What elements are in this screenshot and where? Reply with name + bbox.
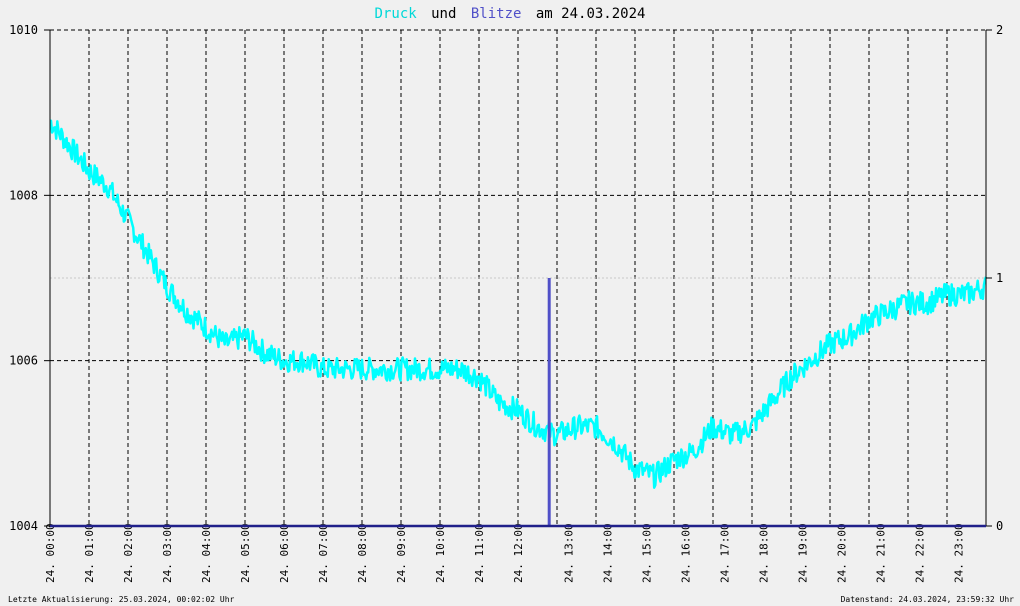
pressure-line <box>49 119 988 489</box>
x-tick-label: 24. 02:00 <box>122 523 135 583</box>
x-tick-label: 24. 06:00 <box>278 523 291 583</box>
x-tick-label: 24. 08:00 <box>356 523 369 583</box>
y-left-tick-label: 1004 <box>9 519 38 533</box>
x-tick-label: 24. 09:00 <box>395 523 408 583</box>
x-tick-label: 24. 19:00 <box>797 523 810 583</box>
footer-data-status: Datenstand: 24.03.2024, 23:59:32 Uhr <box>841 595 1015 604</box>
y-axis-right-labels: 0 1 2 <box>996 23 1003 533</box>
footer-last-update: Letzte Aktualisierung: 25.03.2024, 00:02… <box>8 595 235 604</box>
grid-lines <box>50 30 986 526</box>
title-and-word: und <box>431 6 456 22</box>
chart-title: Druck und Blitze am 24.03.2024 <box>375 6 646 22</box>
x-tick-label: 24. 05:00 <box>239 523 252 583</box>
x-tick-label: 24. 21:00 <box>875 523 888 583</box>
x-tick-label: 24. 14:00 <box>602 523 615 583</box>
x-tick-label: 24. 20:00 <box>836 523 849 583</box>
x-tick-label: 24. 10:00 <box>434 523 447 583</box>
x-tick-label: 24. 15:00 <box>641 523 654 583</box>
x-tick-label: 24. 17:00 <box>719 523 732 583</box>
y-right-tick-label: 0 <box>996 519 1003 533</box>
x-tick-label: 24. 16:00 <box>680 523 693 583</box>
axes-frame <box>44 29 992 528</box>
title-lightning-word: Blitze <box>471 6 522 22</box>
x-axis-labels: 24. 00:00 24. 01:00 24. 02:00 24. 03:00 24. … <box>44 523 966 583</box>
x-tick-label: 24. 23:00 <box>953 523 966 583</box>
y-left-tick-label: 1010 <box>9 23 38 37</box>
lightning-bar <box>547 278 551 526</box>
x-tick-label: 24. 07:00 <box>317 523 330 583</box>
x-tick-label: 24. 12:00 <box>512 523 525 583</box>
x-tick-label: 24. 11:00 <box>473 523 486 583</box>
x-tick-label: 24. 01:00 <box>83 523 96 583</box>
title-pressure-word: Druck <box>375 6 418 22</box>
y-axis-left-labels: 1004 1006 1008 1010 <box>9 23 38 533</box>
title-date: am 24.03.2024 <box>536 6 646 22</box>
y-right-tick-label: 1 <box>996 271 1003 285</box>
x-tick-label: 24. 22:00 <box>914 523 927 583</box>
x-tick-label: 24. 03:00 <box>161 523 174 583</box>
data-series <box>49 119 988 526</box>
x-tick-label: 24. 13:00 <box>563 523 576 583</box>
x-tick-label: 24. 18:00 <box>758 523 771 583</box>
y-right-tick-label: 2 <box>996 23 1003 37</box>
y-left-tick-label: 1008 <box>9 188 38 202</box>
y-left-tick-label: 1006 <box>9 354 38 368</box>
x-tick-label: 24. 04:00 <box>200 523 213 583</box>
x-tick-label: 24. 00:00 <box>44 523 57 583</box>
